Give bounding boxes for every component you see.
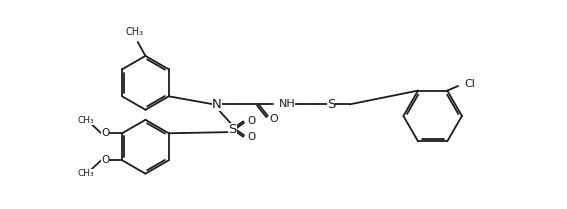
Text: S: S bbox=[229, 122, 236, 135]
Text: Cl: Cl bbox=[464, 79, 475, 89]
Text: CH₃: CH₃ bbox=[126, 27, 143, 37]
Text: CH₃: CH₃ bbox=[78, 169, 94, 178]
Text: O: O bbox=[248, 116, 256, 126]
Text: O: O bbox=[270, 114, 278, 124]
Text: CH₃: CH₃ bbox=[78, 116, 94, 125]
Text: O: O bbox=[101, 155, 109, 165]
Text: NH: NH bbox=[278, 99, 295, 109]
Text: O: O bbox=[101, 128, 109, 138]
Text: N: N bbox=[212, 98, 222, 111]
Text: S: S bbox=[327, 98, 335, 111]
Text: O: O bbox=[248, 132, 256, 142]
